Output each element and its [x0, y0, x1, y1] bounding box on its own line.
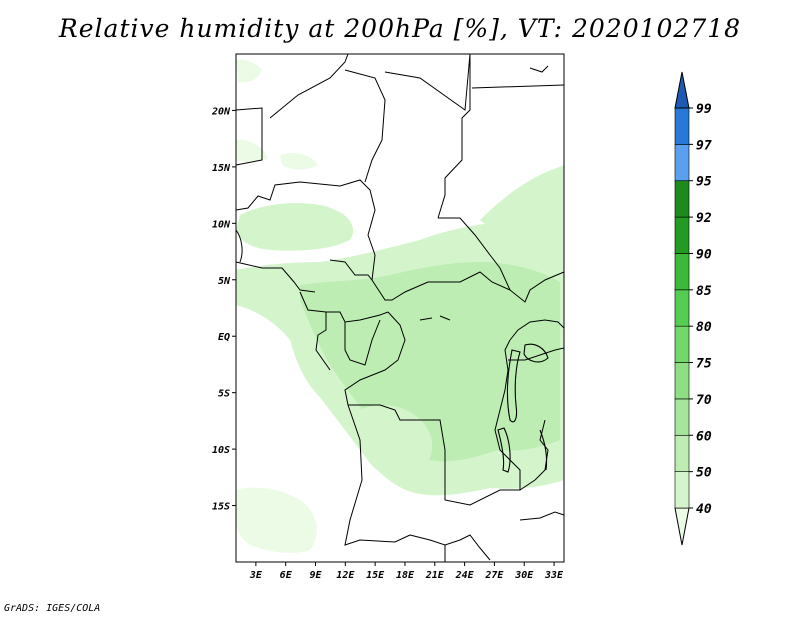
- colorbar-label: 90: [696, 247, 712, 262]
- lon-tick-label: 9E: [309, 570, 322, 581]
- border-line: [235, 179, 376, 236]
- border-line: [471, 84, 565, 89]
- colorbar-segment: [674, 325, 690, 363]
- colorbar-segment: [674, 398, 690, 436]
- lon-tick-label: 27E: [484, 570, 504, 581]
- border-line: [344, 404, 411, 546]
- colorbar-segment: [674, 471, 690, 509]
- colorbar-segment: [674, 107, 690, 145]
- lon-tick-label: 21E: [425, 570, 445, 581]
- border-line: [519, 511, 565, 521]
- colorbar-segment: [674, 289, 690, 327]
- border-line: [348, 404, 446, 470]
- border-line: [344, 69, 386, 183]
- map-panel: 20N 15N 10N 5N EQ 5S 10S 15S 3E 6E 9E 12E 15E 18E 21E…: [211, 53, 565, 581]
- border-line: [269, 53, 349, 119]
- border-line: [329, 259, 373, 281]
- humidity-region-ne: [480, 165, 564, 240]
- lon-tick-label: 12E: [336, 570, 355, 581]
- colorbar-top-arrow: [674, 71, 690, 109]
- border-line: [529, 65, 549, 73]
- colorbar-label: 70: [696, 393, 712, 408]
- colorbar: 40 50 60 70 75 80 85 90 92 95 97 99: [674, 71, 712, 546]
- lat-tick-label: 15N: [212, 163, 231, 174]
- colorbar-segment: [674, 144, 690, 182]
- colorbar-bottom-arrow: [674, 507, 690, 546]
- lon-tick-label: 18E: [396, 570, 415, 581]
- colorbar-segment: [674, 180, 690, 218]
- colorbar-label: 85: [696, 284, 712, 299]
- colorbar-label: 95: [696, 175, 712, 190]
- lake-outline: [506, 349, 521, 423]
- colorbar-label: 80: [696, 320, 712, 335]
- colorbar-label: 60: [696, 429, 712, 444]
- border-line: [444, 339, 521, 506]
- border-line: [509, 319, 565, 341]
- humidity-region-south: [360, 405, 433, 479]
- border-line: [235, 261, 316, 293]
- colorbar-segment: [674, 434, 690, 472]
- lon-tick-label: 15E: [366, 570, 385, 581]
- lat-tick-label: 15S: [212, 502, 230, 513]
- colorbar-label: 75: [696, 357, 712, 372]
- border-line: [508, 347, 565, 361]
- map-frame: [235, 53, 565, 563]
- border-line: [344, 311, 406, 406]
- colorbar-label: 50: [696, 466, 712, 481]
- colorbar-segment: [674, 216, 690, 254]
- colorbar-label: 40: [696, 502, 712, 517]
- border-line: [315, 312, 331, 371]
- colorbar-segment: [674, 362, 690, 400]
- lat-tick-label: 20N: [211, 106, 231, 117]
- lon-tick-label: 6E: [280, 570, 293, 581]
- lake-outline: [419, 315, 451, 321]
- lon-tick-label: 33E: [544, 570, 564, 581]
- lat-tick-label: 10N: [212, 219, 231, 230]
- border-line: [409, 534, 491, 561]
- border-line: [437, 54, 471, 219]
- colorbar-segment: [674, 253, 690, 291]
- lake-outline: [497, 427, 511, 473]
- map-title: Relative humidity at 200hPa [%], VT: 202…: [58, 14, 742, 43]
- grads-credit: GrADS: IGES/COLA: [4, 603, 101, 614]
- colorbar-label: 99: [696, 102, 712, 117]
- border-line: [344, 319, 381, 366]
- lakes: [419, 315, 549, 473]
- border-line: [438, 217, 511, 291]
- lon-tick-label: 30E: [514, 570, 534, 581]
- latitude-axis: 20N 15N 10N 5N EQ 5S 10S 15S: [211, 106, 236, 513]
- border-line: [235, 107, 263, 166]
- lake-outline: [539, 429, 548, 471]
- lat-tick-label: 5N: [218, 276, 231, 287]
- lat-tick-label: EQ: [218, 332, 230, 343]
- humidity-region-sw: [236, 487, 317, 553]
- humidity-region-north: [236, 203, 354, 251]
- humidity-region-nw: [236, 59, 318, 170]
- lon-tick-label: 24E: [455, 570, 475, 581]
- lake-outline: [523, 343, 549, 363]
- longitude-axis: 3E 6E 9E 12E 15E 18E 21E 24E 27E 30E 33E: [249, 562, 564, 581]
- colorbar-label: 97: [696, 138, 712, 153]
- lat-tick-label: 5S: [218, 389, 230, 400]
- country-borders: [235, 53, 565, 562]
- lon-tick-label: 3E: [249, 570, 263, 581]
- humidity-field: [236, 59, 564, 553]
- colorbar-label: 92: [696, 211, 712, 226]
- border-line: [299, 291, 389, 323]
- border-line: [235, 229, 243, 263]
- border-line: [384, 53, 471, 111]
- border-line: [367, 234, 565, 303]
- lat-tick-label: 10S: [212, 445, 230, 456]
